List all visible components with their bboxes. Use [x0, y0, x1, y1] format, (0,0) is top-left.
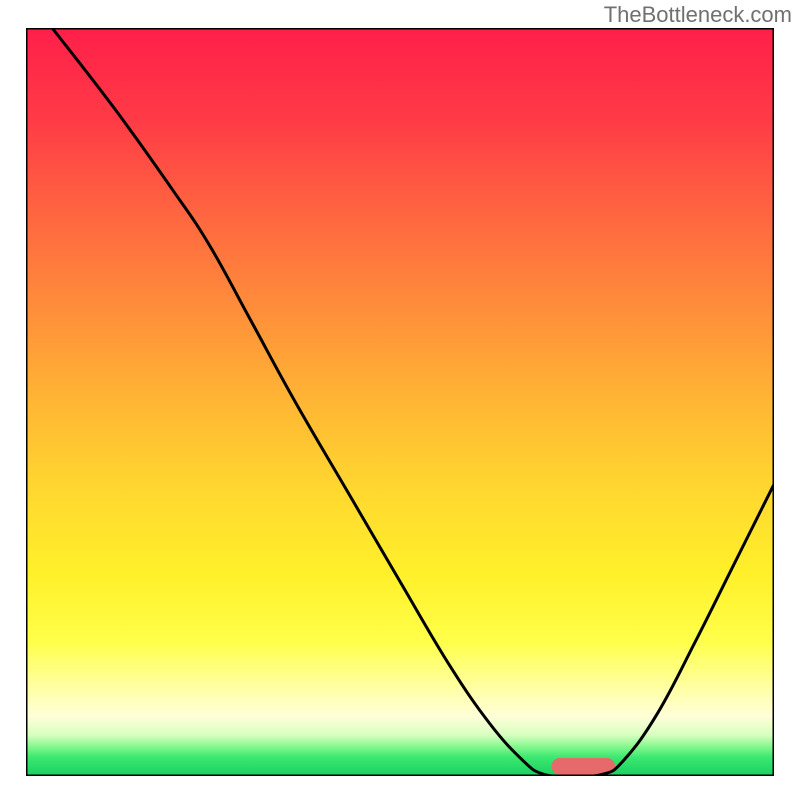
- watermark-text: TheBottleneck.com: [604, 2, 792, 28]
- page-root: TheBottleneck.com: [0, 0, 800, 800]
- chart-container: [26, 28, 774, 776]
- bottleneck-chart: [26, 28, 774, 776]
